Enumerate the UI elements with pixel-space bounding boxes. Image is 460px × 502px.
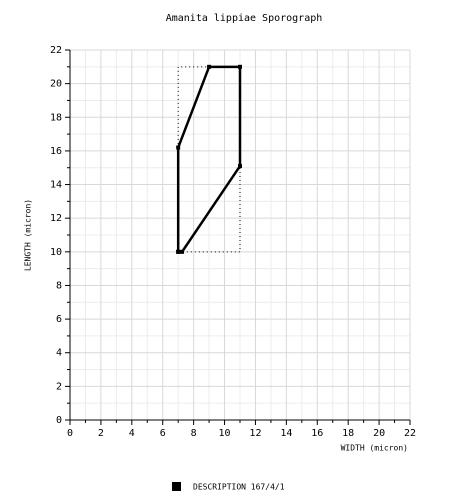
vertex-marker xyxy=(238,64,242,69)
x-tick-label: 0 xyxy=(67,428,73,439)
x-tick-label: 2 xyxy=(98,428,104,439)
vertex-marker xyxy=(238,164,242,169)
y-tick-label: 10 xyxy=(50,247,62,258)
y-tick-label: 16 xyxy=(50,146,62,157)
x-tick-label: 4 xyxy=(129,428,135,439)
x-tick-label: 6 xyxy=(160,428,166,439)
vertex-marker xyxy=(180,249,185,254)
y-tick-label: 0 xyxy=(56,415,62,426)
x-tick-label: 20 xyxy=(373,428,385,439)
x-tick-label: 18 xyxy=(342,428,354,439)
x-tick-label: 10 xyxy=(219,428,231,439)
x-tick-label: 12 xyxy=(249,428,261,439)
y-tick-label: 2 xyxy=(56,381,62,392)
x-axis-label: WIDTH (micron) xyxy=(341,444,408,453)
x-tick-label: 16 xyxy=(311,428,323,439)
x-tick-label: 22 xyxy=(404,428,416,439)
y-tick-label: 14 xyxy=(50,180,62,191)
y-tick-label: 20 xyxy=(50,79,62,90)
y-axis-label: LENGTH (micron) xyxy=(24,199,33,271)
y-tick-label: 8 xyxy=(56,280,62,291)
x-tick-label: 14 xyxy=(280,428,292,439)
range-box xyxy=(177,66,241,253)
y-tick-label: 4 xyxy=(56,348,62,359)
chart-title: Amanita lippiae Sporograph xyxy=(166,13,323,24)
y-tick-label: 6 xyxy=(56,314,62,325)
vertex-marker xyxy=(207,64,212,69)
y-tick-label: 18 xyxy=(50,112,62,123)
x-tick-label: 8 xyxy=(191,428,197,439)
legend-label: DESCRIPTION 167/4/1 xyxy=(193,483,285,492)
y-tick-label: 22 xyxy=(50,45,62,56)
y-tick-label: 12 xyxy=(50,213,62,224)
legend-swatch xyxy=(172,482,181,491)
